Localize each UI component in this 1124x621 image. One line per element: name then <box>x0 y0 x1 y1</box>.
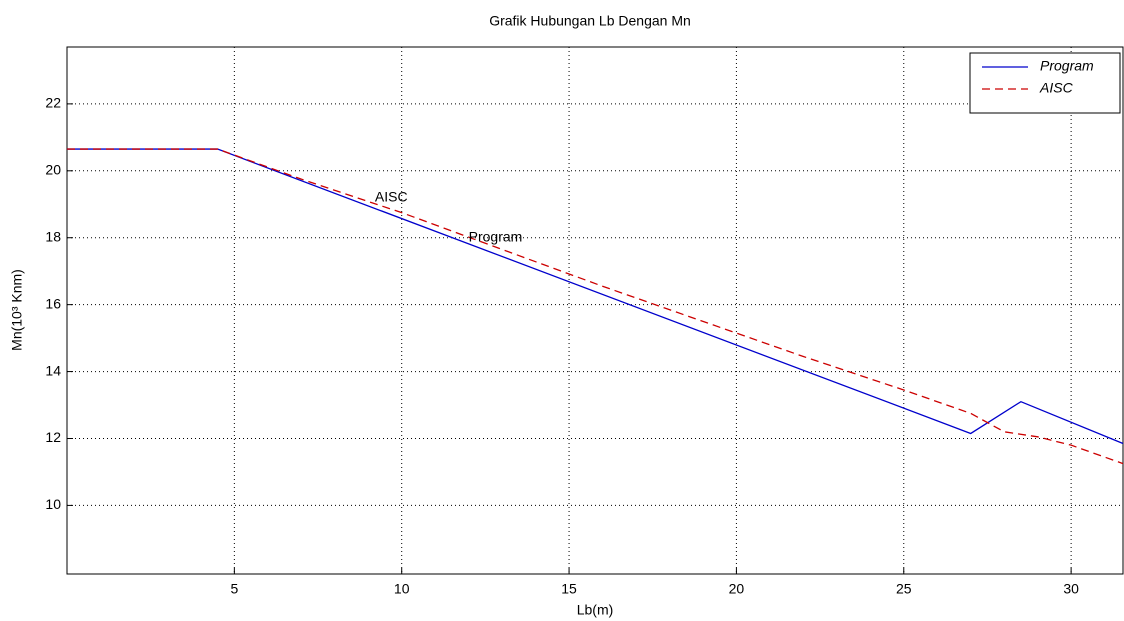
y-tick-label: 18 <box>45 228 61 244</box>
x-tick-label: 20 <box>729 581 745 597</box>
x-tick-label: 5 <box>230 581 238 597</box>
legend-label: Program <box>1040 58 1094 74</box>
series-line <box>67 149 1123 464</box>
y-axis-label: Mn(10³ Knm) <box>9 269 25 351</box>
y-tick-label: 22 <box>45 95 61 111</box>
chart: Grafik Hubungan Lb Dengan Mn Lb(m) Mn(10… <box>0 0 1124 621</box>
y-tick-label: 10 <box>45 496 61 512</box>
y-tick-label: 12 <box>45 429 61 445</box>
annotation: Program <box>469 228 523 244</box>
legend-label: AISC <box>1039 80 1074 96</box>
y-tick-label: 14 <box>45 362 61 378</box>
x-tick-label: 10 <box>394 581 410 597</box>
series-line <box>67 149 1123 443</box>
y-tick-label: 16 <box>45 295 61 311</box>
plot-frame <box>67 47 1123 574</box>
x-tick-label: 15 <box>561 581 577 597</box>
x-tick-label: 30 <box>1063 581 1079 597</box>
chart-title: Grafik Hubungan Lb Dengan Mn <box>489 13 691 29</box>
y-tick-label: 20 <box>45 162 61 178</box>
x-tick-label: 25 <box>896 581 912 597</box>
annotation: AISC <box>375 188 408 204</box>
x-axis-label: Lb(m) <box>577 602 614 618</box>
